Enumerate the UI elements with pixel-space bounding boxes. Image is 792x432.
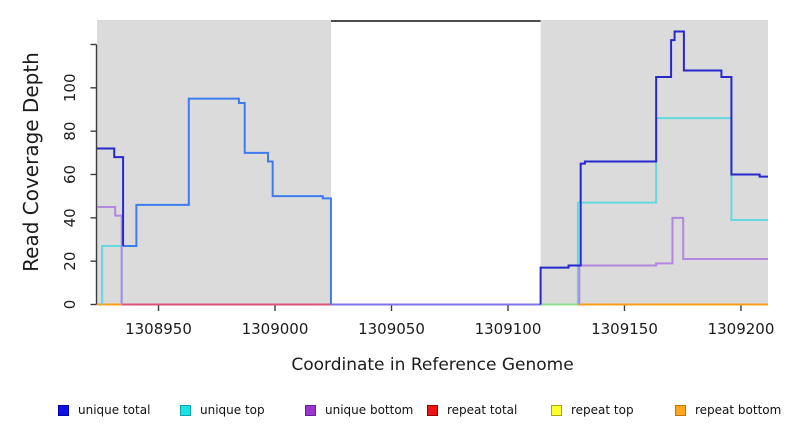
x-axis-title: Coordinate in Reference Genome bbox=[291, 355, 574, 375]
legend-item-unique-bottom: unique bottom bbox=[305, 402, 413, 418]
y-tick-label: 60 bbox=[61, 165, 79, 184]
legend-swatch-unique-total bbox=[58, 404, 69, 416]
series-unique-total-left-line bbox=[97, 147, 125, 246]
legend-item-unique-top: unique top bbox=[180, 402, 265, 418]
series-unique-bottom-left-line bbox=[97, 205, 123, 305]
y-tick-label: 0 bbox=[61, 300, 79, 310]
series-unique-total-right-line bbox=[539, 30, 768, 305]
series-unique-bottom-right-line bbox=[578, 216, 768, 305]
legend-item-repeat-top: repeat top bbox=[551, 402, 634, 418]
x-tick-label: 1309050 bbox=[358, 320, 425, 338]
legend-swatch-repeat-total bbox=[427, 404, 438, 416]
legend-label-unique-total: unique total bbox=[78, 403, 151, 417]
legend-swatch-unique-bottom bbox=[305, 404, 316, 416]
legend-swatch-repeat-top bbox=[551, 404, 562, 416]
repeat-region-left bbox=[97, 20, 331, 305]
legend-item-repeat-bottom: repeat bottom bbox=[675, 402, 781, 418]
legend-swatch-unique-top bbox=[180, 404, 191, 416]
y-tick-label: 20 bbox=[61, 252, 79, 271]
legend-label-repeat-bottom: repeat bottom bbox=[695, 403, 782, 417]
legend-item-repeat-total: repeat total bbox=[427, 402, 517, 418]
legend-label-unique-bottom: unique bottom bbox=[325, 403, 414, 417]
series-unique-total-merged-line bbox=[123, 97, 332, 305]
legend-label-repeat-top: repeat top bbox=[571, 403, 634, 417]
y-tick-label: 80 bbox=[61, 122, 79, 141]
x-tick-label: 1309150 bbox=[591, 320, 658, 338]
legend-swatch-repeat-bottom bbox=[675, 404, 686, 416]
y-axis-title: Read Coverage Depth bbox=[19, 52, 43, 272]
legend-label-repeat-total: repeat total bbox=[447, 403, 518, 417]
x-tick-label: 1309100 bbox=[475, 320, 542, 338]
x-tick-label: 1308950 bbox=[125, 320, 192, 338]
y-tick-label: 100 bbox=[61, 74, 79, 103]
y-tick-label: 40 bbox=[61, 208, 79, 227]
legend-item-unique-total: unique total bbox=[58, 402, 150, 418]
x-tick-label: 1309200 bbox=[708, 320, 775, 338]
legend-label-unique-top: unique top bbox=[200, 403, 265, 417]
x-tick-label: 1309000 bbox=[242, 320, 309, 338]
